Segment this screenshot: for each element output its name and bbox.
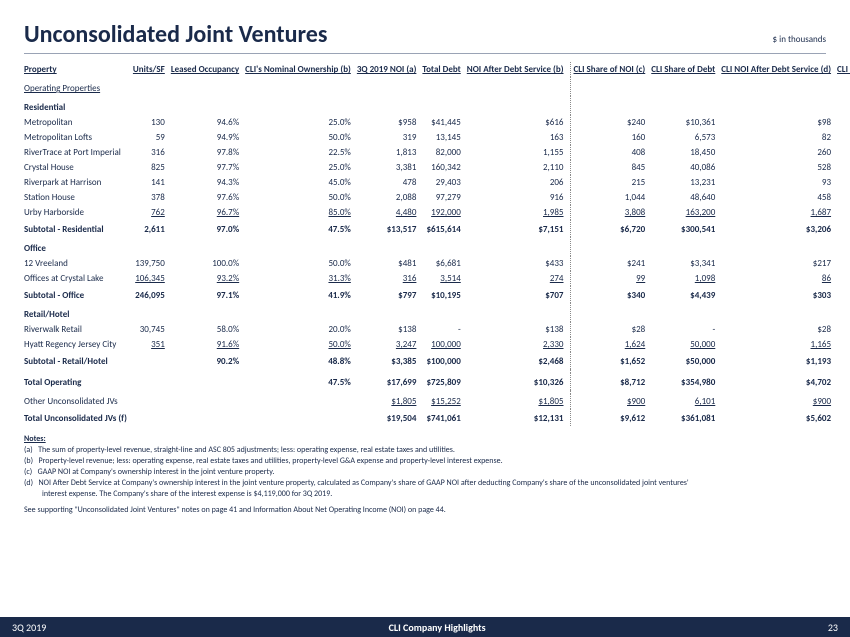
note-d: (d) NOI After Debt Service at Company's … xyxy=(24,478,826,488)
table-row: Riverwalk Retail30,74558.0%20.0%$138-$13… xyxy=(24,322,850,337)
group-off: Office xyxy=(24,237,850,256)
table-row: Hyatt Regency Jersey City35191.6%50.0%3,… xyxy=(24,337,850,352)
notes-heading: Notes: xyxy=(24,434,826,444)
col-cli-noi: CLI Share of NOI (c) xyxy=(570,62,648,77)
col-ffo: CLI 3Q 2019 FFO xyxy=(834,62,850,77)
total-operating: Total Operating47.5%$17,699$725,809$10,3… xyxy=(24,373,850,390)
section-operating: Operating Properties xyxy=(24,77,850,96)
title-rule xyxy=(24,53,826,54)
note-a: (a) The sum of property-level revenue, s… xyxy=(24,445,826,455)
units-note: $ in thousands xyxy=(773,34,826,45)
col-property: Property xyxy=(24,62,130,77)
footer: 3Q 2019 CLI Company Highlights 23 xyxy=(0,617,850,637)
col-cli-debt: CLI Share of Debt xyxy=(648,62,718,77)
col-ownership: CLI's Nominal Ownership (b) xyxy=(242,62,354,77)
col-noi: 3Q 2019 NOI (a) xyxy=(354,62,420,77)
subtotal-rh: Subtotal - Retail/Hotel90.2%48.8%$3,385$… xyxy=(24,352,850,369)
table-row: Station House37897.6%50.0%2,08897,279916… xyxy=(24,190,850,205)
group-rh: Retail/Hotel xyxy=(24,303,850,322)
table-row: Crystal House82597.7%25.0%3,381160,3422,… xyxy=(24,160,850,175)
footer-center: CLI Company Highlights xyxy=(389,621,486,634)
other-jvs: Other Unconsolidated JVs$1,805$15,252$1,… xyxy=(24,394,850,409)
col-nads: NOI After Debt Service (b) xyxy=(464,62,570,77)
table-row: Urby Harborside76296.7%85.0%4,480192,000… xyxy=(24,205,850,220)
table-row: Metropolitan Lofts5994.9%50.0%31913,1451… xyxy=(24,130,850,145)
table-row: RiverTrace at Port Imperial31697.8%22.5%… xyxy=(24,145,850,160)
footer-left: 3Q 2019 xyxy=(12,621,46,634)
note-b: (b) Property-level revenue; less: operat… xyxy=(24,456,826,466)
footer-right: 23 xyxy=(828,621,838,634)
note-c: (c) GAAP NOI at Company's ownership inte… xyxy=(24,467,826,477)
col-cli-nads: CLI NOI After Debt Service (d) xyxy=(718,62,834,77)
col-units: Units/SF xyxy=(130,62,168,77)
subtotal-res: Subtotal - Residential2,61197.0%47.5%$13… xyxy=(24,220,850,237)
note-see: See supporting "Unconsolidated Joint Ven… xyxy=(24,505,826,515)
table-row: Riverpark at Harrison14194.3%45.0%47829,… xyxy=(24,175,850,190)
total-unconsolidated: Total Unconsolidated JVs (f)$19,504$741,… xyxy=(24,409,850,426)
jv-table: Property Units/SF Leased Occupancy CLI's… xyxy=(24,62,850,426)
col-occupancy: Leased Occupancy xyxy=(168,62,242,77)
subtotal-off: Subtotal - Office246,09597.1%41.9%$797$1… xyxy=(24,286,850,303)
table-row: Offices at Crystal Lake106,34593.2%31.3%… xyxy=(24,271,850,286)
page-title: Unconsolidated Joint Ventures xyxy=(24,20,327,49)
note-d2: interest expense. The Company's share of… xyxy=(24,489,826,499)
group-res: Residential xyxy=(24,96,850,115)
col-debt: Total Debt xyxy=(419,62,463,77)
notes: Notes: (a) The sum of property-level rev… xyxy=(24,434,826,515)
table-row: 12 Vreeland139,750100.0%50.0%$481$6,681$… xyxy=(24,256,850,271)
table-row: Metropolitan13094.6%25.0%$958$41,445$616… xyxy=(24,115,850,130)
